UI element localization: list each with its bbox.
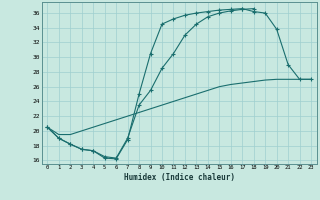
X-axis label: Humidex (Indice chaleur): Humidex (Indice chaleur): [124, 173, 235, 182]
